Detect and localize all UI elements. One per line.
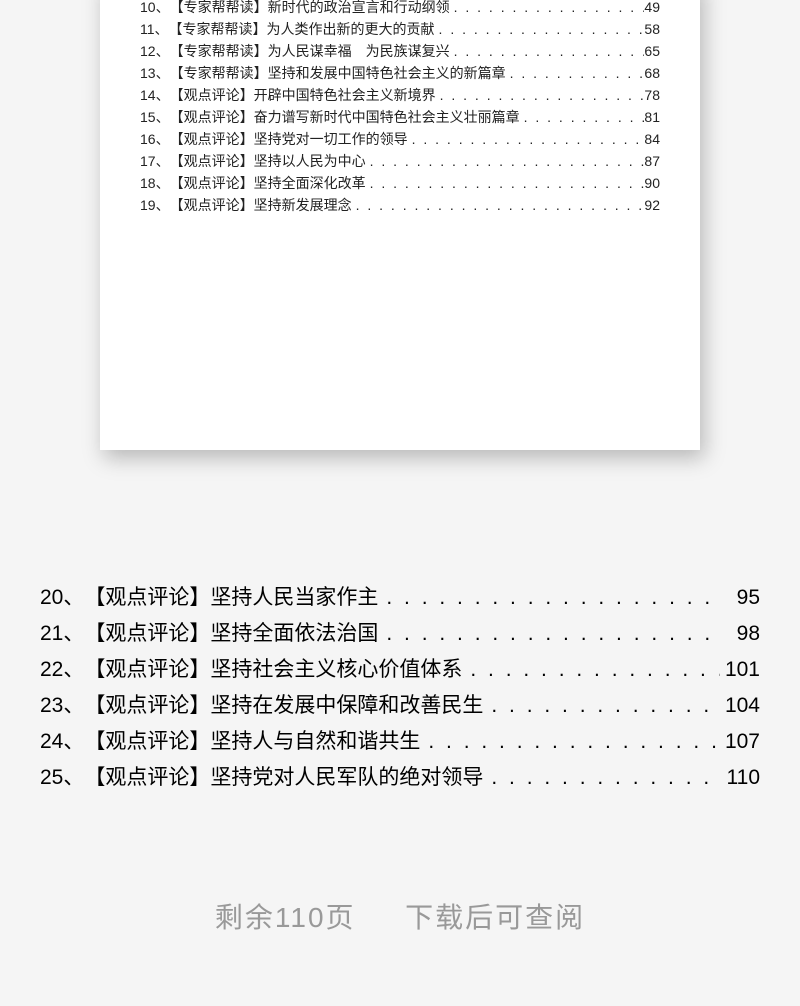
toc-leader-dots: . . . . . . . . . . . . . . . . . . . . … (483, 760, 720, 796)
toc-leader-dots: . . . . . . . . . . . . . . . . . . . . … (462, 652, 720, 688)
toc-entry-page: 78 (644, 84, 660, 106)
toc-entry: 15、【观点评论】奋力谱写新时代中国特色社会主义壮丽篇章. . . . . . … (140, 106, 660, 128)
toc-entry-title: 【观点评论】坚持新发展理念 (170, 194, 352, 216)
toc-entry-page: 98 (720, 616, 760, 652)
toc-entry-number: 23、 (40, 688, 84, 724)
toc-entry-title: 【观点评论】奋力谱写新时代中国特色社会主义壮丽篇章 (170, 106, 520, 128)
toc-entry-title: 【专家帮帮读】为人类作出新的更大的贡献 (169, 18, 435, 40)
toc-entry-number: 20、 (40, 580, 84, 616)
toc-entry-number: 13、 (140, 62, 170, 84)
toc-entry-page: 68 (644, 62, 660, 84)
toc-entry-page: 58 (644, 18, 660, 40)
toc-entry-page: 110 (720, 760, 760, 796)
toc-entry-page: 65 (644, 40, 660, 62)
toc-entry-number: 10、 (140, 0, 170, 18)
toc-entry: 24、【观点评论】坚持人与自然和谐共生. . . . . . . . . . .… (40, 724, 760, 760)
remaining-pages-label: 剩余110页 (215, 902, 356, 933)
toc-entry: 12、【专家帮帮读】为人民谋幸福 为民族谋复兴. . . . . . . . .… (140, 40, 660, 62)
toc-entry: 10、【专家帮帮读】新时代的政治宣言和行动纲领. . . . . . . . .… (140, 0, 660, 18)
toc-entry-title: 【观点评论】开辟中国特色社会主义新境界 (170, 84, 436, 106)
toc-entry-page: 95 (720, 580, 760, 616)
toc-entry-page: 90 (644, 172, 660, 194)
toc-entry-page: 87 (644, 150, 660, 172)
toc-entry-number: 11、 (140, 18, 169, 40)
toc-entry-number: 16、 (140, 128, 170, 150)
toc-leader-dots: . . . . . . . . . . . . . . . . . . . . … (420, 724, 720, 760)
toc-leader-dots: . . . . . . . . . . . . . . . . . . . . … (352, 194, 645, 216)
toc-entry: 14、【观点评论】开辟中国特色社会主义新境界. . . . . . . . . … (140, 84, 660, 106)
toc-leader-dots: . . . . . . . . . . . . . . . . . . . . … (408, 128, 645, 150)
toc-entry-title: 【观点评论】坚持以人民为中心 (170, 150, 366, 172)
toc-entry-number: 22、 (40, 652, 84, 688)
toc-entry-number: 12、 (140, 40, 170, 62)
toc-leader-dots: . . . . . . . . . . . . . . . . . . . . … (378, 616, 720, 652)
toc-entry-number: 19、 (140, 194, 170, 216)
toc-entry-page: 84 (644, 128, 660, 150)
toc-leader-dots: . . . . . . . . . . . . . . . . . . . . … (378, 580, 720, 616)
toc-entry-title: 【观点评论】坚持全面深化改革 (170, 172, 366, 194)
toc-entry: 16、【观点评论】坚持党对一切工作的领导. . . . . . . . . . … (140, 128, 660, 150)
toc-entry-number: 25、 (40, 760, 84, 796)
toc-entry: 11、【专家帮帮读】为人类作出新的更大的贡献. . . . . . . . . … (140, 18, 660, 40)
toc-entry-title: 【观点评论】坚持人与自然和谐共生 (84, 724, 420, 760)
toc-leader-dots: . . . . . . . . . . . . . . . . . . . . … (450, 0, 645, 18)
upper-toc-list: 10、【专家帮帮读】新时代的政治宣言和行动纲领. . . . . . . . .… (140, 0, 660, 216)
pagination-hint: 剩余110页 下载后可查阅 (0, 896, 800, 936)
toc-entry: 23、【观点评论】坚持在发展中保障和改善民生. . . . . . . . . … (40, 688, 760, 724)
toc-leader-dots: . . . . . . . . . . . . . . . . . . . . … (366, 150, 645, 172)
toc-entry: 20、【观点评论】坚持人民当家作主. . . . . . . . . . . .… (40, 580, 760, 616)
toc-entry: 18、【观点评论】坚持全面深化改革. . . . . . . . . . . .… (140, 172, 660, 194)
toc-entry-title: 【专家帮帮读】新时代的政治宣言和行动纲领 (170, 0, 450, 18)
toc-leader-dots: . . . . . . . . . . . . . . . . . . . . … (520, 106, 645, 128)
toc-entry-page: 104 (720, 688, 760, 724)
toc-entry-title: 【观点评论】坚持社会主义核心价值体系 (84, 652, 462, 688)
toc-leader-dots: . . . . . . . . . . . . . . . . . . . . … (435, 18, 645, 40)
toc-leader-dots: . . . . . . . . . . . . . . . . . . . . … (450, 40, 645, 62)
toc-entry-title: 【观点评论】坚持党对一切工作的领导 (170, 128, 408, 150)
toc-entry: 22、【观点评论】坚持社会主义核心价值体系. . . . . . . . . .… (40, 652, 760, 688)
toc-entry: 17、【观点评论】坚持以人民为中心. . . . . . . . . . . .… (140, 150, 660, 172)
toc-entry: 19、【观点评论】坚持新发展理念. . . . . . . . . . . . … (140, 194, 660, 216)
toc-entry: 21、【观点评论】坚持全面依法治国. . . . . . . . . . . .… (40, 616, 760, 652)
toc-leader-dots: . . . . . . . . . . . . . . . . . . . . … (506, 62, 645, 84)
toc-entry-number: 24、 (40, 724, 84, 760)
toc-entry-title: 【观点评论】坚持党对人民军队的绝对领导 (84, 760, 483, 796)
toc-entry-number: 15、 (140, 106, 170, 128)
toc-entry-page: 81 (644, 106, 660, 128)
lower-toc-list: 20、【观点评论】坚持人民当家作主. . . . . . . . . . . .… (40, 580, 760, 796)
toc-entry-title: 【专家帮帮读】坚持和发展中国特色社会主义的新篇章 (170, 62, 506, 84)
toc-entry-page: 92 (644, 194, 660, 216)
toc-leader-dots: . . . . . . . . . . . . . . . . . . . . … (436, 84, 645, 106)
toc-entry-title: 【专家帮帮读】为人民谋幸福 为民族谋复兴 (170, 40, 450, 62)
toc-entry-number: 21、 (40, 616, 84, 652)
toc-entry-number: 14、 (140, 84, 170, 106)
toc-entry-title: 【观点评论】坚持全面依法治国 (84, 616, 378, 652)
toc-entry-number: 17、 (140, 150, 170, 172)
toc-entry: 25、【观点评论】坚持党对人民军队的绝对领导. . . . . . . . . … (40, 760, 760, 796)
toc-entry-page: 49 (644, 0, 660, 18)
toc-entry-page: 101 (720, 652, 760, 688)
toc-leader-dots: . . . . . . . . . . . . . . . . . . . . … (483, 688, 720, 724)
toc-entry-number: 18、 (140, 172, 170, 194)
toc-leader-dots: . . . . . . . . . . . . . . . . . . . . … (366, 172, 645, 194)
toc-entry-title: 【观点评论】坚持在发展中保障和改善民生 (84, 688, 483, 724)
document-preview-page: 10、【专家帮帮读】新时代的政治宣言和行动纲领. . . . . . . . .… (100, 0, 700, 450)
toc-entry: 13、【专家帮帮读】坚持和发展中国特色社会主义的新篇章. . . . . . .… (140, 62, 660, 84)
download-hint-label: 下载后可查阅 (405, 902, 585, 933)
toc-entry-title: 【观点评论】坚持人民当家作主 (84, 580, 378, 616)
toc-entry-page: 107 (720, 724, 760, 760)
